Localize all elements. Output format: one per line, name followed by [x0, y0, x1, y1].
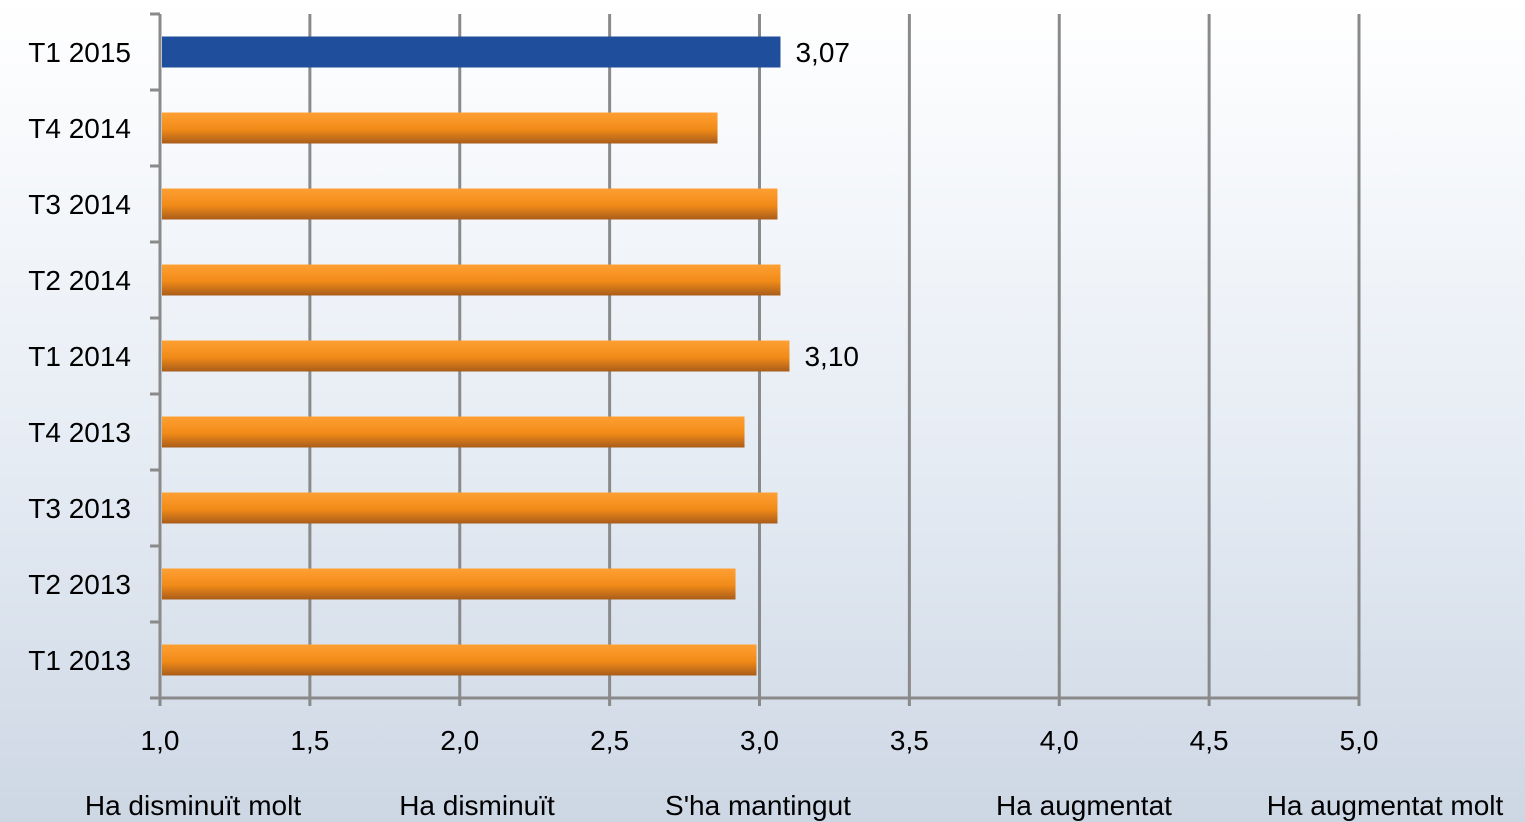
x-tick-label: 5,0 — [1340, 725, 1379, 756]
category-label: T3 2014 — [28, 189, 131, 220]
bars — [162, 36, 790, 676]
scale-labels: Ha disminuït molt Ha disminuït S'ha mantin… — [85, 790, 1504, 821]
x-tick-label: 4,0 — [1040, 725, 1079, 756]
x-tick-labels: 1,0 1,5 2,0 2,5 3,0 3,5 4,0 4,5 5,0 — [141, 725, 1379, 756]
axes — [150, 12, 1361, 706]
scale-label: Ha augmentat — [996, 790, 1172, 821]
bar — [162, 644, 757, 676]
x-tick-label: 1,5 — [290, 725, 329, 756]
x-tick-label: 4,5 — [1190, 725, 1229, 756]
category-label: T4 2014 — [28, 113, 131, 144]
category-label: T1 2015 — [28, 37, 131, 68]
x-tick-label: 2,0 — [440, 725, 479, 756]
bar — [162, 36, 781, 68]
category-label: T2 2013 — [28, 569, 131, 600]
category-label: T1 2014 — [28, 341, 131, 372]
category-label: T3 2013 — [28, 493, 131, 524]
data-labels: 3,07 3,10 — [795, 37, 858, 372]
category-label: T2 2014 — [28, 265, 131, 296]
scale-label: Ha disminuït molt — [85, 790, 302, 821]
scale-label: Ha disminuït — [399, 790, 555, 821]
scale-label: Ha augmentat molt — [1267, 790, 1504, 821]
x-tick-label: 3,0 — [740, 725, 779, 756]
bar — [162, 264, 781, 296]
bar — [162, 340, 790, 372]
data-label: 3,07 — [795, 37, 850, 68]
category-label: T4 2013 — [28, 417, 131, 448]
x-tick-label: 2,5 — [590, 725, 629, 756]
category-label: T1 2013 — [28, 645, 131, 676]
bar — [162, 492, 778, 524]
x-tick-label: 1,0 — [141, 725, 180, 756]
scale-label: S'ha mantingut — [665, 790, 851, 821]
bar — [162, 112, 718, 144]
bar — [162, 188, 778, 220]
bar — [162, 568, 736, 600]
category-labels: T1 2015 T4 2014 T3 2014 T2 2014 T1 2014 T4 20… — [28, 37, 131, 676]
x-tick-label: 3,5 — [890, 725, 929, 756]
bar — [162, 416, 745, 448]
data-label: 3,10 — [804, 341, 859, 372]
